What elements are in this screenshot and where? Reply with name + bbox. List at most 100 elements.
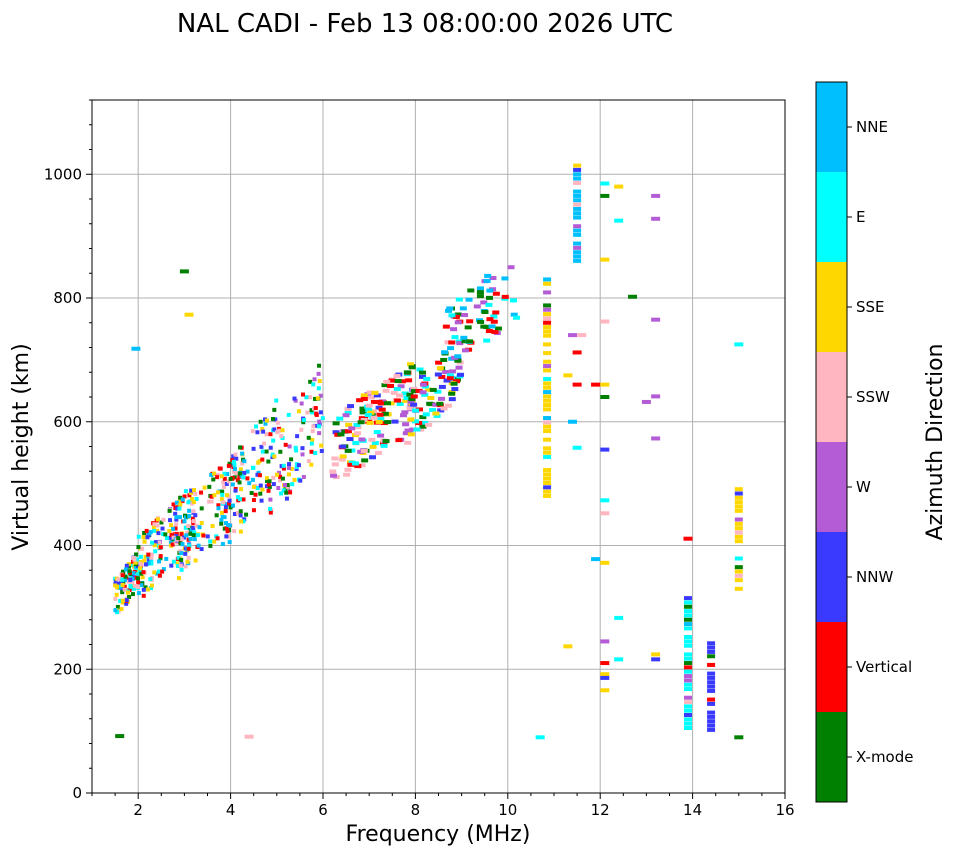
data-point-sse bbox=[345, 422, 353, 427]
data-point-ssw bbox=[344, 467, 352, 472]
data-point-vertical bbox=[268, 510, 273, 515]
data-point-x-mode bbox=[284, 490, 289, 495]
data-point-x-mode bbox=[272, 407, 277, 412]
data-point-e bbox=[451, 335, 459, 340]
data-point-nne bbox=[454, 354, 462, 359]
data-points bbox=[113, 163, 744, 740]
data-point-e bbox=[373, 430, 381, 435]
data-point-nnw bbox=[707, 701, 716, 706]
data-point-nnw bbox=[296, 463, 301, 468]
data-point-nnw bbox=[135, 564, 140, 569]
data-point-ssw bbox=[306, 459, 311, 464]
data-point-e bbox=[683, 643, 692, 648]
data-point-sse bbox=[402, 398, 410, 403]
data-point-e bbox=[241, 519, 246, 524]
data-point-x-mode bbox=[381, 411, 389, 416]
data-point-x-mode bbox=[258, 491, 263, 496]
data-point-x-mode bbox=[244, 512, 249, 517]
data-point-nne bbox=[543, 390, 552, 395]
data-point-nne bbox=[113, 608, 118, 613]
data-point-ssw bbox=[444, 403, 452, 408]
data-point-e bbox=[396, 401, 404, 406]
data-point-x-mode bbox=[600, 193, 610, 198]
data-point-x-mode bbox=[115, 604, 120, 609]
data-point-x-mode bbox=[219, 521, 224, 526]
data-point-x-mode bbox=[285, 482, 290, 487]
data-point-e bbox=[413, 427, 421, 432]
data-point-sse bbox=[543, 342, 552, 347]
data-point-w bbox=[480, 300, 488, 305]
data-point-nne bbox=[573, 176, 582, 181]
data-point-sse bbox=[215, 490, 220, 495]
data-point-vertical bbox=[237, 474, 242, 479]
data-point-nne bbox=[683, 622, 692, 627]
data-point-sse bbox=[563, 373, 573, 378]
data-point-x-mode bbox=[464, 325, 472, 330]
data-point-x-mode bbox=[368, 413, 376, 418]
data-point-vertical bbox=[227, 501, 232, 506]
data-point-x-mode bbox=[406, 392, 414, 397]
data-point-e bbox=[309, 410, 314, 415]
data-point-ssw bbox=[132, 557, 137, 562]
data-point-e bbox=[150, 540, 155, 545]
data-point-nnw bbox=[707, 641, 716, 646]
data-point-x-mode bbox=[454, 358, 462, 363]
data-point-vertical bbox=[380, 441, 388, 446]
data-point-sse bbox=[425, 387, 433, 392]
data-point-w bbox=[301, 474, 306, 479]
data-point-nne bbox=[136, 591, 141, 596]
data-point-e bbox=[683, 687, 692, 692]
data-point-w bbox=[268, 497, 273, 502]
data-point-ssw bbox=[279, 434, 284, 439]
data-point-ssw bbox=[277, 478, 282, 483]
data-point-sse bbox=[427, 395, 435, 400]
data-point-sse bbox=[126, 562, 131, 567]
colorbar-segment-ssw bbox=[816, 352, 847, 442]
data-point-e bbox=[195, 533, 200, 538]
data-point-w bbox=[461, 313, 469, 318]
data-point-nnw bbox=[339, 444, 347, 449]
data-point-nnw bbox=[273, 417, 278, 422]
data-point-nnw bbox=[227, 498, 232, 503]
data-point-nnw bbox=[683, 713, 692, 718]
data-point-sse bbox=[155, 517, 160, 522]
data-point-ssw bbox=[360, 418, 368, 423]
y-axis-ticks: 0 200 400 600 800 1000 bbox=[44, 99, 92, 802]
data-point-ssw bbox=[329, 469, 337, 474]
data-point-ssw bbox=[543, 420, 552, 425]
data-point-vertical bbox=[223, 509, 228, 514]
data-point-e bbox=[734, 556, 743, 561]
data-point-x-mode bbox=[179, 269, 189, 274]
data-point-nnw bbox=[318, 410, 323, 415]
y-axis-label: Virtual height (km) bbox=[9, 343, 34, 550]
data-point-ssw bbox=[262, 441, 267, 446]
data-point-nnw bbox=[707, 727, 716, 732]
data-point-w bbox=[454, 320, 462, 325]
x-axis-label: Frequency (MHz) bbox=[346, 822, 531, 847]
data-point-nne bbox=[231, 503, 236, 508]
data-point-nne bbox=[486, 288, 494, 293]
data-point-nne bbox=[174, 515, 179, 520]
data-point-ssw bbox=[116, 577, 121, 582]
data-point-sse bbox=[543, 437, 552, 442]
data-point-nnw bbox=[284, 496, 289, 501]
data-point-x-mode bbox=[408, 365, 416, 370]
data-point-nnw bbox=[173, 511, 178, 516]
data-point-e bbox=[490, 314, 498, 319]
data-point-vertical bbox=[314, 412, 319, 417]
data-point-x-mode bbox=[359, 406, 367, 411]
data-point-nne bbox=[196, 543, 201, 548]
data-point-ssw bbox=[227, 479, 232, 484]
data-point-sse bbox=[543, 481, 552, 486]
data-point-sse bbox=[152, 570, 157, 575]
data-point-x-mode bbox=[264, 449, 269, 454]
data-point-ssw bbox=[683, 700, 692, 705]
data-point-e bbox=[148, 577, 153, 582]
grid bbox=[92, 100, 786, 794]
data-point-ssw bbox=[393, 373, 401, 378]
data-point-ssw bbox=[236, 511, 241, 516]
data-point-w bbox=[442, 370, 450, 375]
data-point-ssw bbox=[232, 529, 237, 534]
data-point-sse bbox=[543, 472, 552, 477]
data-point-e bbox=[683, 613, 692, 618]
